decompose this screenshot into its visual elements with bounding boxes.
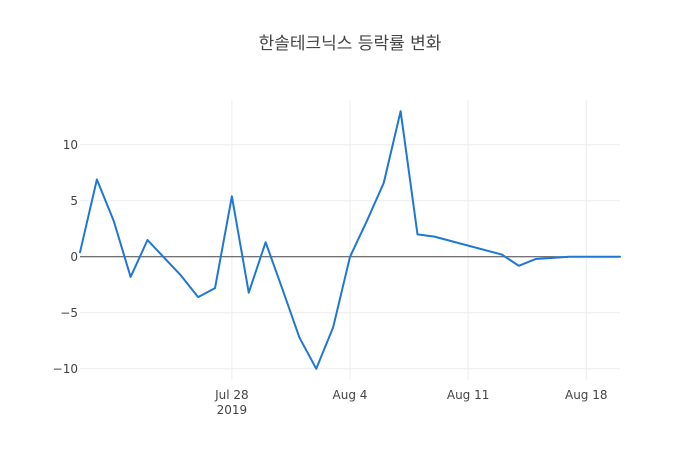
y-tick-label: −5 bbox=[60, 306, 78, 320]
x-tick-label: Jul 28 bbox=[214, 388, 249, 402]
chart-title: 한솔테크닉스 등락률 변화 bbox=[259, 34, 442, 54]
series-line bbox=[79, 110, 621, 370]
series-layer bbox=[79, 110, 621, 370]
x-tick-label: Aug 18 bbox=[565, 388, 608, 402]
y-tick-label: 10 bbox=[63, 138, 78, 152]
y-tick-label: −10 bbox=[53, 362, 78, 376]
x-tick-year-label: 2019 bbox=[217, 403, 248, 417]
y-tick-label: 0 bbox=[70, 250, 78, 264]
x-tick-label: Aug 4 bbox=[333, 388, 368, 402]
grid-lines bbox=[80, 100, 620, 380]
y-tick-label: 5 bbox=[70, 194, 78, 208]
x-tick-label: Aug 11 bbox=[447, 388, 490, 402]
